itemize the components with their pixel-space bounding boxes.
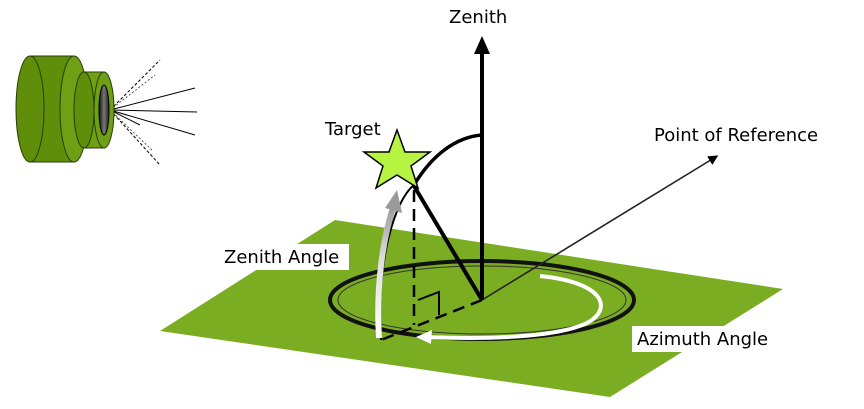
azimuth-angle-label: Azimuth Angle xyxy=(637,329,768,350)
azimuth-angle-label-bg xyxy=(632,326,778,352)
zenith-angle-label: Zenith Angle xyxy=(224,247,339,268)
zenith-arc-thick xyxy=(412,133,483,186)
point-of-reference-label: Point of Reference xyxy=(654,125,818,146)
azimuth-arrowhead xyxy=(416,330,432,344)
zenith-label: Zenith xyxy=(449,7,507,28)
reference-arrow xyxy=(481,155,719,301)
zenith-arrowhead xyxy=(474,36,490,54)
zenith-angle-label-bg xyxy=(219,244,349,270)
star-icon xyxy=(361,127,433,190)
zenith-angle-arrow xyxy=(375,204,397,339)
camera-icon xyxy=(15,55,198,166)
target-label: Target xyxy=(324,119,381,140)
right-angle-marker xyxy=(417,290,440,315)
zenith-angle-arrowhead xyxy=(385,190,402,213)
target-line xyxy=(412,184,484,302)
azimuth-angle-arrow xyxy=(427,274,603,340)
